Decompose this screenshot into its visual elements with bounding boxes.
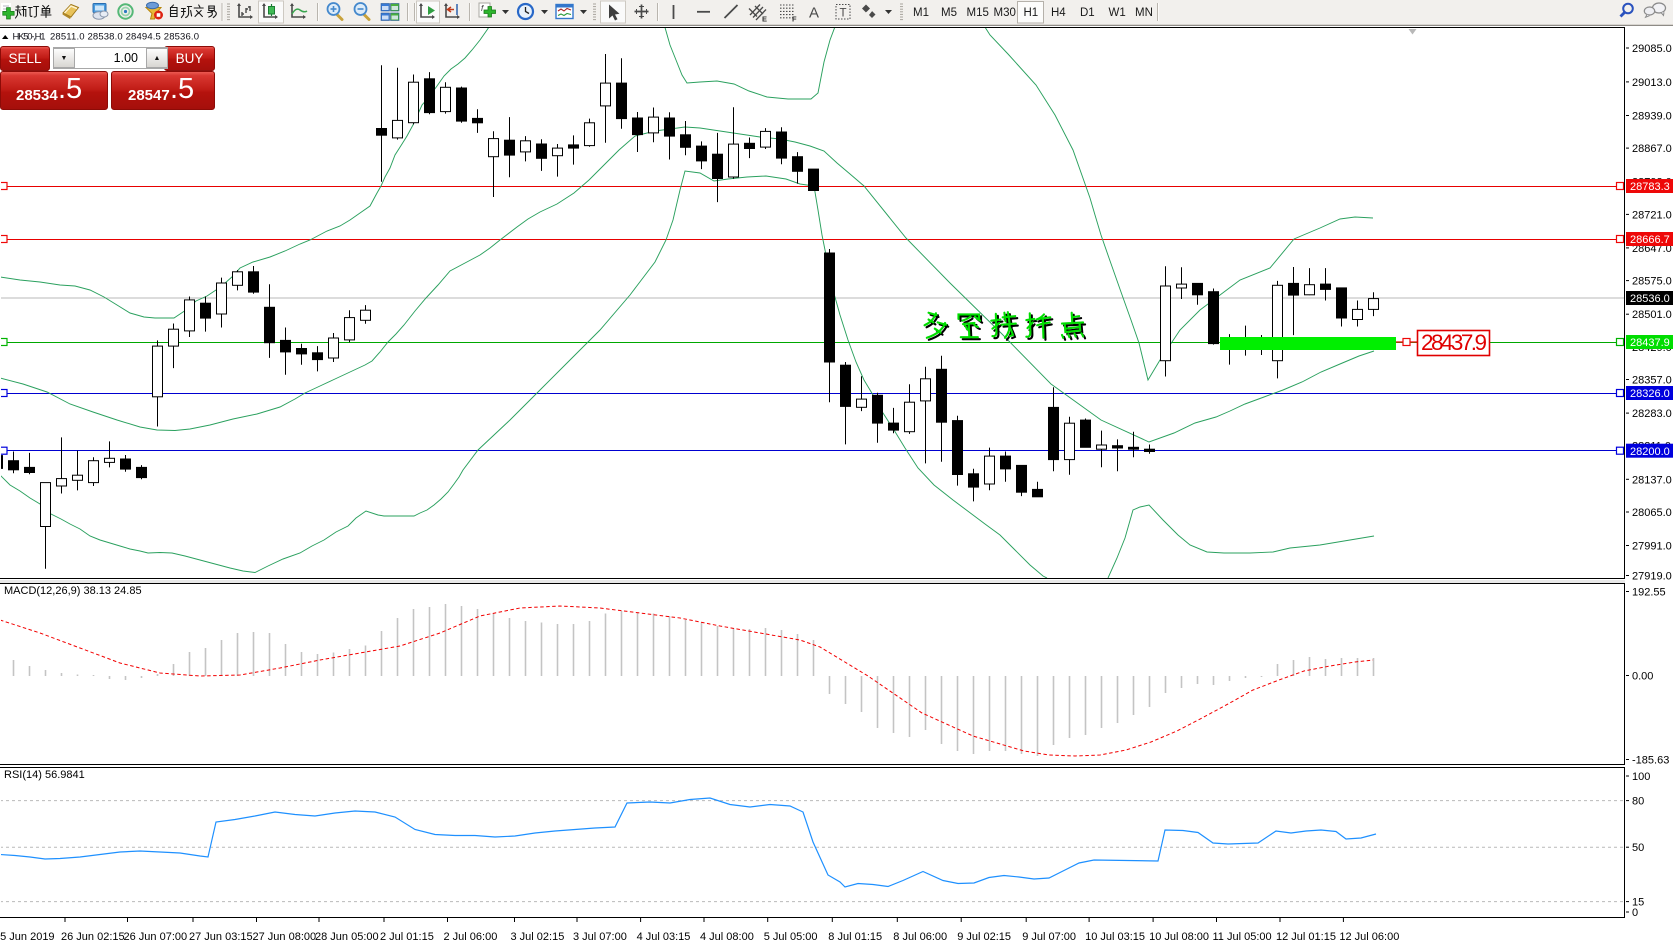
svg-text:28437.9: 28437.9: [1630, 337, 1670, 349]
svg-text:28511.0 28538.0 28494.5 28536.: 28511.0 28538.0 28494.5 28536.0: [50, 32, 199, 43]
svg-text:D1: D1: [1080, 7, 1095, 19]
svg-text:12 Jul 06:00: 12 Jul 06:00: [1339, 931, 1399, 943]
svg-text:28501.0: 28501.0: [1632, 309, 1672, 321]
svg-text:9 Jul 02:15: 9 Jul 02:15: [957, 931, 1011, 943]
svg-text:28065.0: 28065.0: [1632, 507, 1672, 519]
svg-text:28200.0: 28200.0: [1630, 446, 1670, 458]
svg-text:10 Jul 08:00: 10 Jul 08:00: [1149, 931, 1209, 943]
svg-text:4 Jul 03:15: 4 Jul 03:15: [637, 931, 691, 943]
svg-text:0.00: 0.00: [1632, 671, 1653, 683]
svg-text:11 Jul 05:00: 11 Jul 05:00: [1213, 931, 1272, 943]
svg-text:MN: MN: [1135, 7, 1153, 19]
svg-text:12 Jul 01:15: 12 Jul 01:15: [1276, 931, 1336, 943]
svg-text:100: 100: [1632, 771, 1650, 783]
svg-text:27919.0: 27919.0: [1632, 571, 1672, 583]
svg-text:9 Jul 07:00: 9 Jul 07:00: [1022, 931, 1076, 943]
svg-text:28939.0: 28939.0: [1632, 111, 1672, 123]
svg-text:2 Jul 06:00: 2 Jul 06:00: [444, 931, 498, 943]
svg-text:H1: H1: [1024, 7, 1039, 19]
svg-text:28137.0: 28137.0: [1632, 474, 1672, 486]
svg-text:27 Jun 03:15: 27 Jun 03:15: [189, 931, 253, 943]
svg-text:28666.7: 28666.7: [1630, 234, 1670, 246]
svg-text:-185.63: -185.63: [1632, 755, 1669, 767]
svg-text:MACD(12,26,9) 38.13 24.85: MACD(12,26,9) 38.13 24.85: [4, 585, 142, 597]
svg-text:27 Jun 08:00: 27 Jun 08:00: [253, 931, 317, 943]
svg-text:A: A: [809, 5, 819, 22]
svg-text:28721.0: 28721.0: [1632, 209, 1672, 221]
svg-text:H4: H4: [1051, 7, 1066, 19]
svg-text:0: 0: [1632, 907, 1638, 919]
svg-text:5 Jul 05:00: 5 Jul 05:00: [764, 931, 818, 943]
svg-text:29085.0: 29085.0: [1632, 43, 1672, 55]
svg-text:28437.9: 28437.9: [1421, 330, 1487, 355]
svg-text:HK50-,H1: HK50-,H1: [13, 32, 46, 43]
svg-text:28 Jun 05:00: 28 Jun 05:00: [315, 931, 379, 943]
svg-text:28357.0: 28357.0: [1632, 375, 1672, 387]
svg-text:M1: M1: [913, 7, 929, 19]
svg-text:4 Jul 08:00: 4 Jul 08:00: [700, 931, 754, 943]
svg-text:2 Jul 01:15: 2 Jul 01:15: [380, 931, 434, 943]
svg-text:T: T: [840, 8, 847, 20]
svg-text:8 Jul 06:00: 8 Jul 06:00: [893, 931, 947, 943]
svg-text:29013.0: 29013.0: [1632, 77, 1672, 89]
svg-text:28783.3: 28783.3: [1630, 181, 1670, 193]
svg-text:10 Jul 03:15: 10 Jul 03:15: [1085, 931, 1145, 943]
svg-text:M30: M30: [994, 7, 1016, 19]
svg-text:8 Jul 01:15: 8 Jul 01:15: [828, 931, 882, 943]
svg-text:26 Jun 07:00: 26 Jun 07:00: [124, 931, 188, 943]
svg-text:W1: W1: [1109, 7, 1126, 19]
svg-text:3 Jul 07:00: 3 Jul 07:00: [573, 931, 627, 943]
svg-text:28536.0: 28536.0: [1630, 293, 1670, 305]
svg-text:F: F: [792, 15, 797, 24]
svg-text:RSI(14) 56.9841: RSI(14) 56.9841: [4, 769, 85, 781]
svg-text:f: f: [481, 4, 484, 13]
svg-text:E: E: [762, 15, 767, 24]
svg-text:M15: M15: [967, 7, 989, 19]
svg-text:192.55: 192.55: [1632, 587, 1666, 599]
svg-text:27991.0: 27991.0: [1632, 541, 1672, 553]
svg-text:26 Jun 02:15: 26 Jun 02:15: [61, 931, 125, 943]
svg-text:50: 50: [1632, 842, 1644, 854]
svg-text:M5: M5: [941, 7, 957, 19]
svg-text:80: 80: [1632, 796, 1644, 808]
svg-text:28575.0: 28575.0: [1632, 276, 1672, 288]
svg-text:3 Jul 02:15: 3 Jul 02:15: [511, 931, 565, 943]
svg-text:15: 15: [1632, 897, 1644, 909]
svg-text:28326.0: 28326.0: [1630, 388, 1670, 400]
svg-text:28867.0: 28867.0: [1632, 143, 1672, 155]
svg-text:25 Jun 2019: 25 Jun 2019: [0, 931, 55, 943]
svg-text:28283.0: 28283.0: [1632, 408, 1672, 420]
